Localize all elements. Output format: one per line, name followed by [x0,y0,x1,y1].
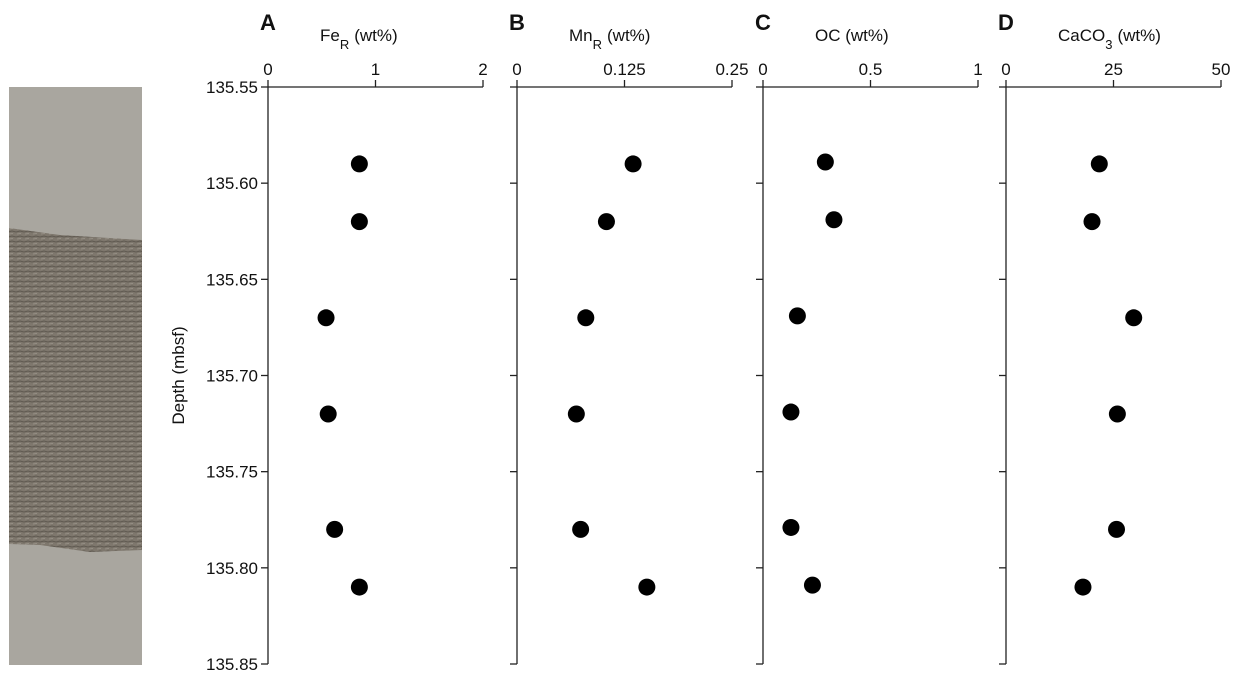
data-point [350,155,368,173]
x-axis-label-part: R [340,37,349,52]
data-point [577,309,595,327]
x-tick-label: 25 [1104,60,1123,79]
data-point [1108,405,1126,423]
x-tick-label: 0 [758,60,767,79]
data-point [319,405,337,423]
data-point [1090,155,1108,173]
data-point [803,576,821,594]
data-point [816,153,834,171]
y-tick-label: 135.75 [206,463,258,482]
y-tick-label: 135.60 [206,174,258,193]
data-point [597,213,615,231]
x-axis-label-part: CaCO [1058,26,1105,45]
x-axis-label-part: 3 [1105,37,1112,52]
x-tick-label: 0.125 [603,60,646,79]
data-point [1074,578,1092,596]
panel-letter: A [260,10,276,35]
y-tick-label: 135.65 [206,270,258,289]
data-point [788,307,806,325]
data-point [567,405,585,423]
data-point [1108,520,1126,538]
core-photo [9,87,142,665]
data-point [624,155,642,173]
y-tick-label: 135.85 [206,655,258,674]
data-point [1083,213,1101,231]
data-point [350,578,368,596]
x-axis-label: MnR (wt%) [569,26,650,52]
data-point [825,211,843,229]
x-tick-label: 1 [371,60,380,79]
data-point [782,518,800,536]
data-point [350,213,368,231]
panel-letter: B [509,10,525,35]
data-point [782,403,800,421]
y-axis-label: Depth (mbsf) [169,326,188,424]
x-tick-label: 0.25 [715,60,748,79]
x-axis-label-part: (wt%) [1117,26,1160,45]
x-axis-label-part: R [593,37,602,52]
x-axis-label-part: (wt%) [607,26,650,45]
x-tick-label: 0 [512,60,521,79]
x-tick-label: 0 [1001,60,1010,79]
x-tick-label: 2 [478,60,487,79]
x-axis-label: FeR (wt%) [320,26,398,52]
panel-letter: D [998,10,1014,35]
y-tick-label: 135.70 [206,367,258,386]
data-point [572,520,590,538]
x-axis-label: CaCO3 (wt%) [1058,26,1161,52]
x-axis-label: OC (wt%) [815,26,889,45]
data-point [638,578,656,596]
data-point [326,520,344,538]
x-axis-label-part: (wt%) [354,26,397,45]
y-tick-label: 135.55 [206,78,258,97]
x-axis-label-part: Fe [320,26,340,45]
data-point [317,309,335,327]
y-tick-label: 135.80 [206,559,258,578]
x-tick-label: 0.5 [859,60,883,79]
x-tick-label: 1 [973,60,982,79]
x-axis-label-part: Mn [569,26,593,45]
x-tick-label: 50 [1212,60,1231,79]
x-axis-label-part: OC (wt%) [815,26,889,45]
data-point [1125,309,1143,327]
panel-letter: C [755,10,771,35]
x-tick-label: 0 [263,60,272,79]
